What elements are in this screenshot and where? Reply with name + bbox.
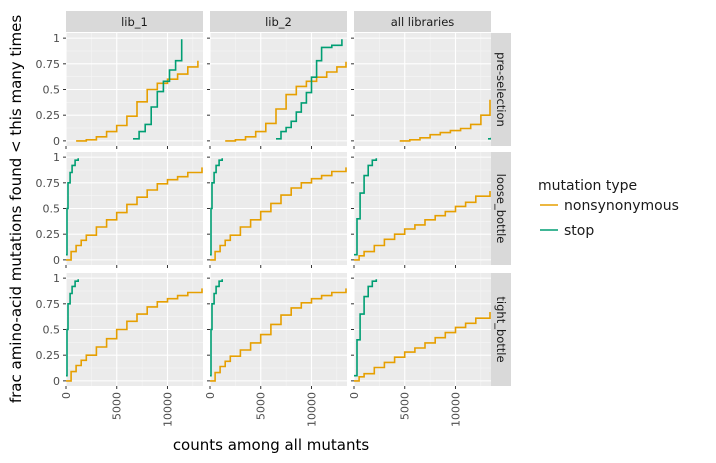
facet-panels: lib_1 lib_2 all libraries pre-selection loos… <box>36 11 511 427</box>
x-tick-label: 10000 <box>305 392 318 427</box>
y-tick-label: 1 <box>53 32 60 45</box>
y-tick-label: 0.75 <box>36 177 61 190</box>
x-tick-label: 5000 <box>255 392 268 420</box>
y-tick-label: 0.5 <box>43 203 61 216</box>
y-axis-title: frac amino-acid mutations found < this m… <box>7 15 25 403</box>
y-tick-label: 1 <box>53 151 60 164</box>
legend-label-nonsynonymous: nonsynonymous <box>564 198 679 214</box>
x-tick-label: 5000 <box>399 392 412 420</box>
series-line-nonsynonymous <box>66 167 203 261</box>
series-line-stop <box>66 158 79 256</box>
y-tick-label: 0.25 <box>36 109 61 122</box>
y-tick-label: 0 <box>53 254 60 267</box>
y-tick-label: 0 <box>53 375 60 388</box>
legend-title: mutation type <box>538 178 637 194</box>
x-tick-label: 10000 <box>449 392 462 427</box>
series-line-nonsynonymous <box>225 61 347 142</box>
x-axis-title: counts among all mutants <box>173 436 370 454</box>
series-line-nonsynonymous <box>399 99 491 142</box>
y-tick-label: 0.25 <box>36 349 61 362</box>
facet-strip-row <box>491 273 511 386</box>
x-tick-label: 10000 <box>161 392 174 427</box>
facet-strip-col <box>354 11 491 32</box>
facet-strip-row-label: loose_bottle <box>494 174 508 244</box>
legend: mutation type nonsynonymous stop <box>538 178 679 239</box>
series-line-stop <box>210 279 223 377</box>
y-tick-label: 0.75 <box>36 58 61 71</box>
series-line-stop <box>133 39 183 140</box>
x-tick-label: 5000 <box>111 392 124 420</box>
y-tick-label: 0.75 <box>36 298 61 311</box>
series-line-stop <box>488 137 491 140</box>
y-tick-label: 0 <box>53 135 60 148</box>
series-line-nonsynonymous <box>354 312 491 382</box>
y-tick-label: 1 <box>53 272 60 285</box>
facet-strip-row-label: tight_bottle <box>494 296 508 362</box>
series-line-stop <box>210 158 223 256</box>
y-tick-label: 0.5 <box>43 84 61 97</box>
facet-strip-col-label: all libraries <box>391 15 455 29</box>
series-line-nonsynonymous <box>354 191 491 261</box>
series-line-nonsynonymous <box>76 60 199 142</box>
y-tick-label: 0.25 <box>36 228 61 241</box>
facet-strip-col-label: lib_1 <box>121 15 148 29</box>
series-line-nonsynonymous <box>210 167 347 261</box>
x-tick-label: 0 <box>348 392 361 399</box>
facet-strip-row <box>491 33 511 146</box>
facet-strip-row-label: pre-selection <box>494 52 508 127</box>
series-line-stop <box>354 279 378 377</box>
series-line-stop <box>66 279 79 377</box>
x-tick-label: 0 <box>60 392 73 399</box>
y-tick-label: 0.5 <box>43 324 61 337</box>
facet-strip-col <box>66 11 203 32</box>
legend-entries: nonsynonymous stop <box>540 198 679 239</box>
facet-strip-col-label: lib_2 <box>265 15 292 29</box>
series-line-stop <box>354 158 378 256</box>
series-line-nonsynonymous <box>210 288 347 382</box>
x-tick-label: 0 <box>204 392 217 399</box>
series-line-nonsynonymous <box>66 288 203 382</box>
facet-strip-col <box>210 11 347 32</box>
facet-strip-row <box>491 152 511 265</box>
series-line-stop <box>276 39 343 140</box>
legend-label-stop: stop <box>564 223 594 239</box>
